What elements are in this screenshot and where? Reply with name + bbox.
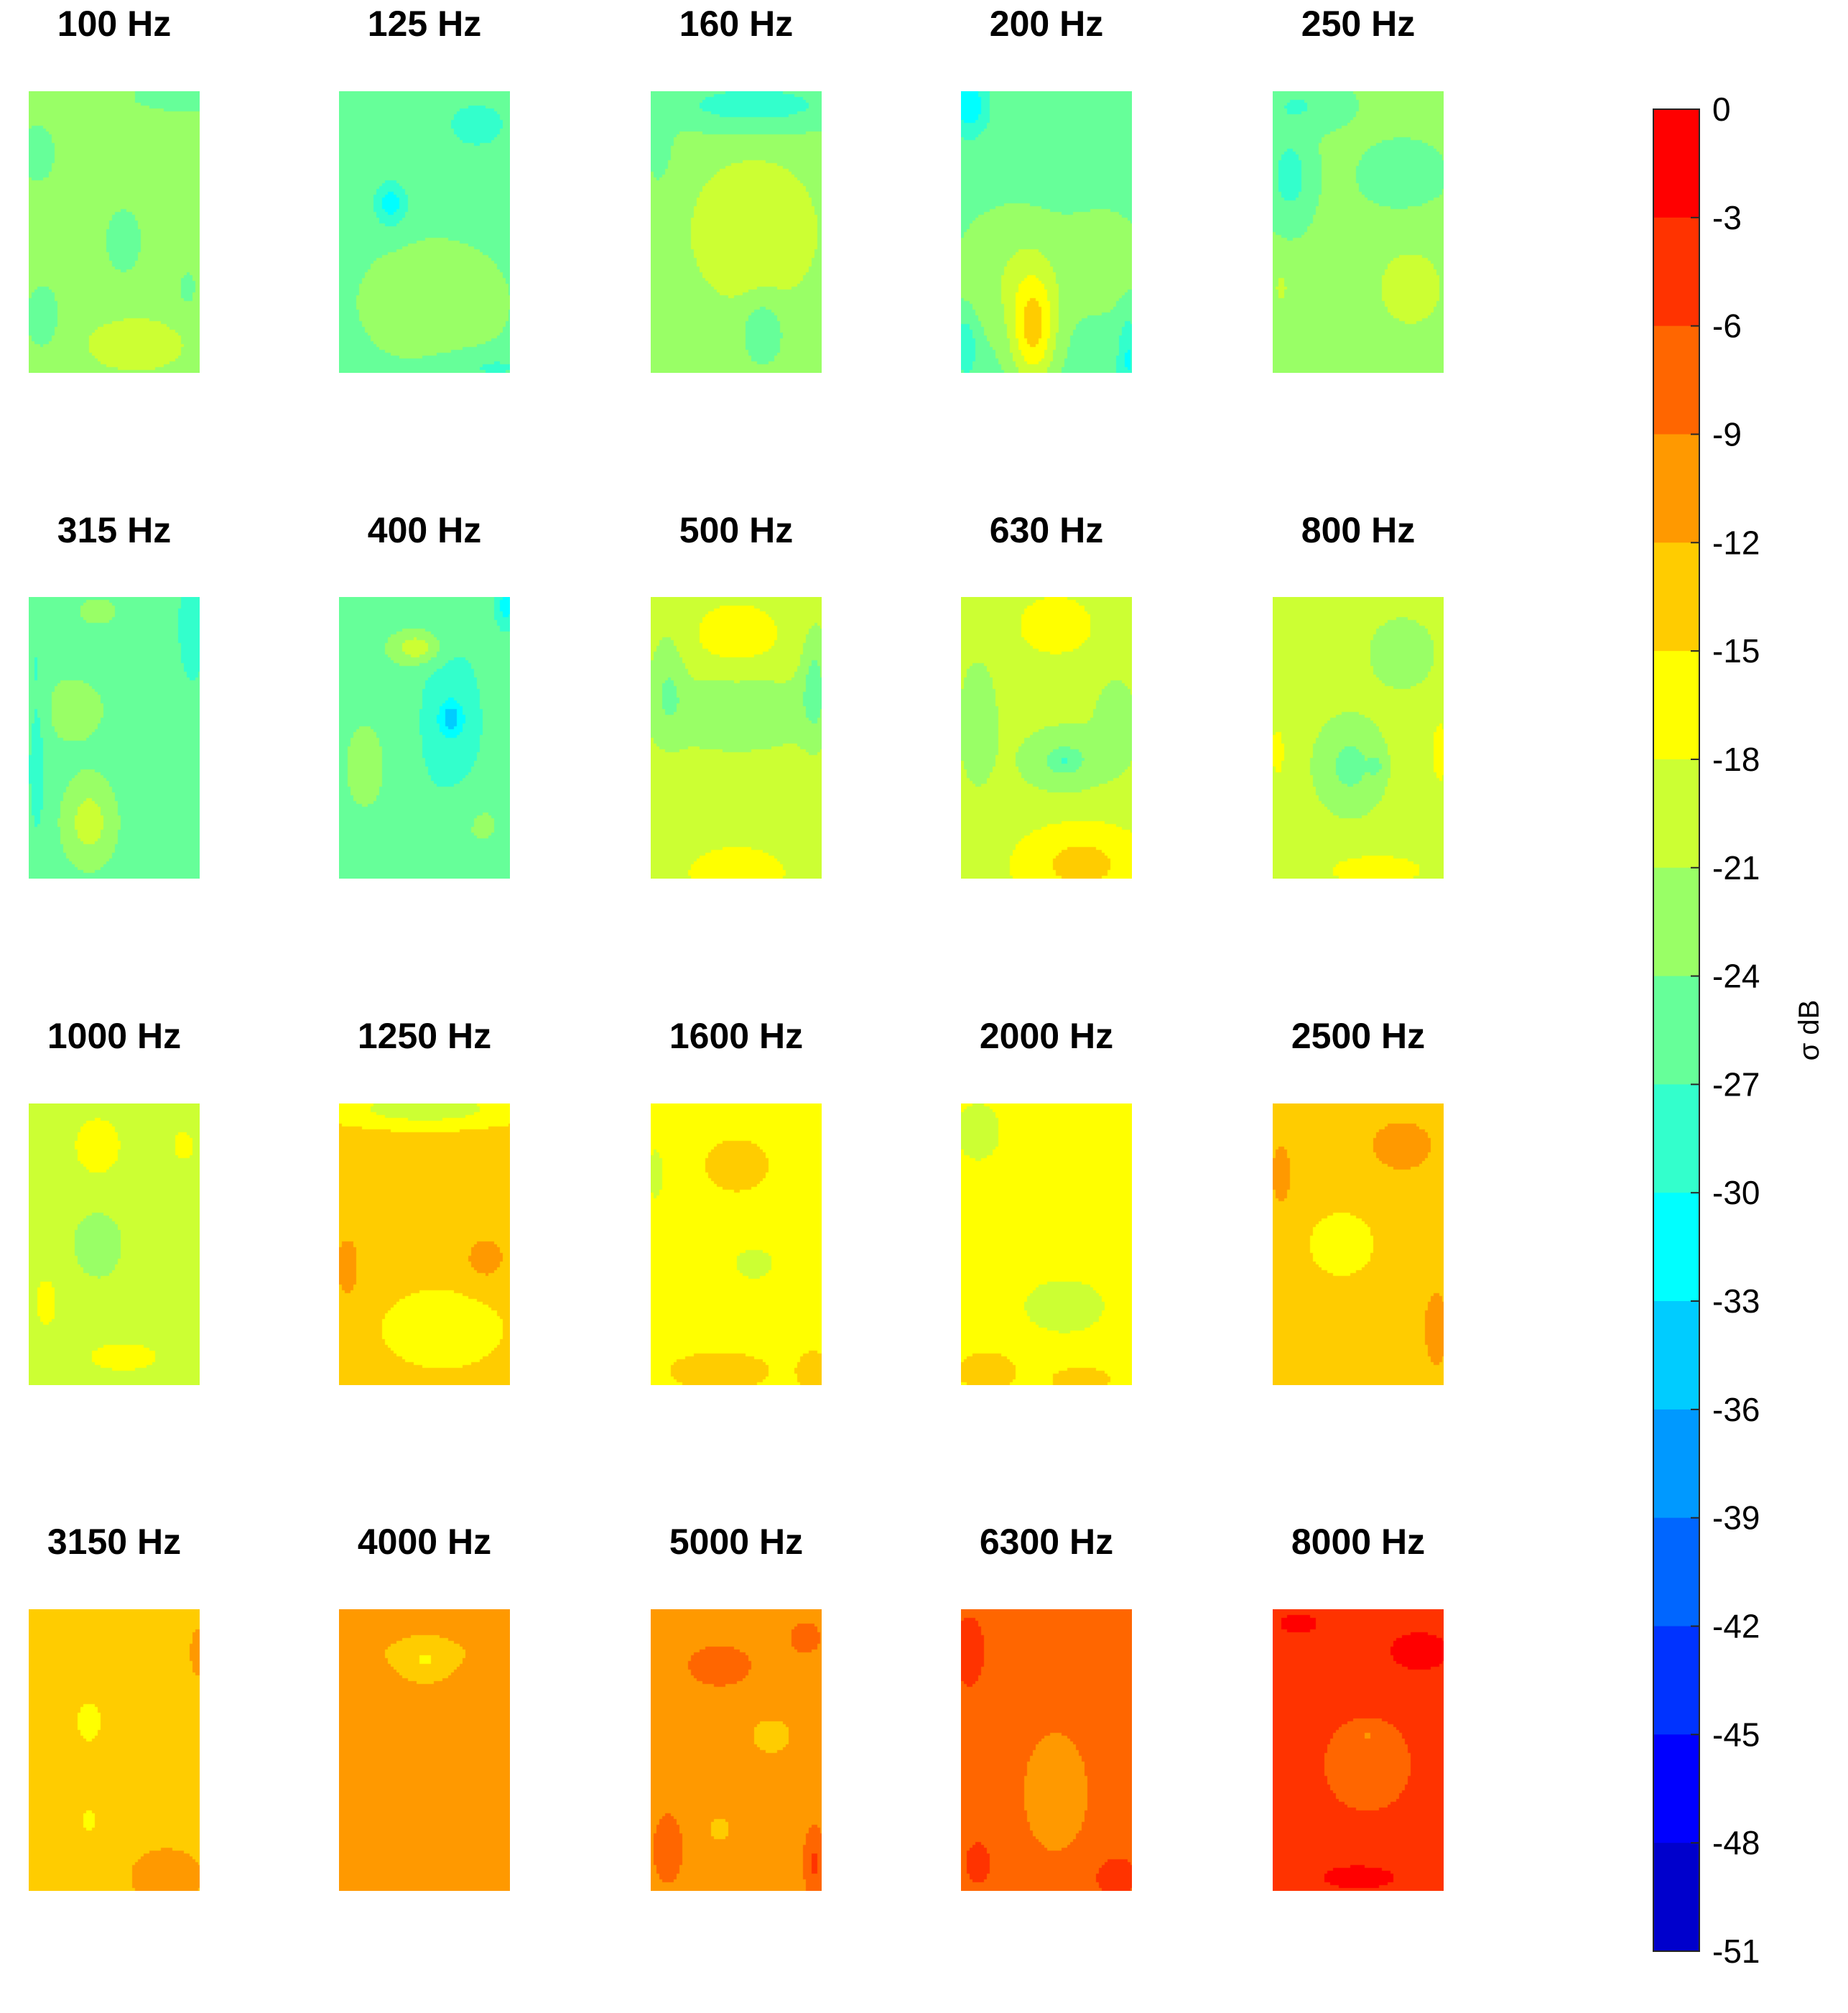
colorbar-segment	[1653, 542, 1699, 652]
colorbar-segment	[1653, 759, 1699, 869]
contour-panel	[1273, 1103, 1444, 1385]
contour-panel	[961, 91, 1132, 373]
contour-panel	[29, 597, 200, 879]
contour-panel	[651, 91, 822, 373]
contour-panel	[651, 1103, 822, 1385]
colorbar-tick-label: -15	[1712, 632, 1760, 670]
contour-panel	[1273, 597, 1444, 879]
panel-title: 500 Hz	[679, 510, 793, 550]
contour-panel	[339, 91, 510, 373]
colorbar-segment	[1653, 976, 1699, 1085]
colorbar-segment	[1653, 1409, 1699, 1519]
contour-panel	[339, 1609, 510, 1891]
contour-panel	[651, 597, 822, 879]
panel-title: 6300 Hz	[980, 1522, 1113, 1562]
contour-panel	[29, 91, 200, 373]
colorbar-segment	[1653, 109, 1699, 218]
contour-panel	[1273, 91, 1444, 373]
colorbar-tick-label: -48	[1712, 1824, 1760, 1861]
colorbar-tick-label: -45	[1712, 1716, 1760, 1753]
panel-title: 2000 Hz	[980, 1016, 1113, 1056]
colorbar-tick-label: -33	[1712, 1282, 1760, 1320]
contour-panel	[339, 597, 510, 879]
panel-title: 2500 Hz	[1291, 1016, 1425, 1056]
colorbar-segments	[1653, 109, 1699, 1952]
colorbar-segment	[1653, 1843, 1699, 1952]
colorbar-tick-label: -12	[1712, 524, 1760, 561]
panel-title: 5000 Hz	[669, 1522, 803, 1562]
colorbar-label: σ dB	[1793, 1000, 1825, 1061]
panel-title: 4000 Hz	[358, 1522, 491, 1562]
panel-title: 3150 Hz	[47, 1522, 181, 1562]
panel-title: 630 Hz	[990, 510, 1103, 550]
colorbar-segment	[1653, 1626, 1699, 1735]
contour-panel	[961, 1609, 1132, 1891]
colorbar-segment	[1653, 651, 1699, 760]
colorbar-tick-label: -42	[1712, 1608, 1760, 1645]
contour-panel	[961, 597, 1132, 879]
contour-panel	[29, 1609, 200, 1891]
colorbar-tick-label: -9	[1712, 415, 1742, 453]
contour-panel	[29, 1103, 200, 1385]
panel-title: 8000 Hz	[1291, 1522, 1425, 1562]
colorbar-segment	[1653, 867, 1699, 977]
colorbar-tick-label: 0	[1712, 91, 1731, 128]
panel-title: 1250 Hz	[358, 1016, 491, 1056]
panel-title: 160 Hz	[679, 4, 793, 44]
contour-panel	[961, 1103, 1132, 1385]
colorbar-tick-label: -39	[1712, 1499, 1760, 1537]
panel-title: 100 Hz	[57, 4, 171, 44]
contour-panel	[651, 1609, 822, 1891]
contour-panel	[1273, 1609, 1444, 1891]
colorbar-tick-label: -30	[1712, 1174, 1760, 1211]
colorbar-segment	[1653, 1517, 1699, 1627]
colorbar: 0 -3 -6 -9 -12 -15 -18 -21 -24 -27 -30 -33 -36 -39 -42…	[1653, 91, 1825, 1970]
colorbar-segment	[1653, 434, 1699, 543]
colorbar-frame	[1653, 108, 1700, 1952]
colorbar-tick-label: -6	[1712, 307, 1742, 345]
colorbar-tick-label: -18	[1712, 741, 1760, 778]
colorbar-tick-label: -21	[1712, 849, 1760, 887]
colorbar-tick-label: -51	[1712, 1933, 1760, 1970]
contour-panel-grid: 100 Hz 125 Hz 160 Hz 200 Hz 250 Hz 315 Hz 400 …	[29, 4, 1444, 1891]
panel-title: 1600 Hz	[669, 1016, 803, 1056]
colorbar-tick-label: -3	[1712, 199, 1742, 236]
colorbar-segment	[1653, 325, 1699, 435]
panel-title: 400 Hz	[368, 510, 481, 550]
colorbar-tick-label: -36	[1712, 1391, 1760, 1428]
panel-title: 315 Hz	[57, 510, 171, 550]
panel-title: 250 Hz	[1301, 4, 1415, 44]
colorbar-segment	[1653, 217, 1699, 327]
panel-title: 800 Hz	[1301, 510, 1415, 550]
contour-panel	[339, 1103, 510, 1385]
colorbar-segment	[1653, 1084, 1699, 1193]
panel-title: 1000 Hz	[47, 1016, 181, 1056]
colorbar-tick-label: -27	[1712, 1065, 1760, 1103]
colorbar-tick-label: -24	[1712, 958, 1760, 995]
panel-title: 125 Hz	[368, 4, 481, 44]
colorbar-ticks: 0 -3 -6 -9 -12 -15 -18 -21 -24 -27 -30 -33 -36 -39 -42…	[1691, 91, 1760, 1970]
panel-title: 200 Hz	[990, 4, 1103, 44]
colorbar-segment	[1653, 1734, 1699, 1843]
colorbar-segment	[1653, 1193, 1699, 1302]
colorbar-segment	[1653, 1301, 1699, 1410]
